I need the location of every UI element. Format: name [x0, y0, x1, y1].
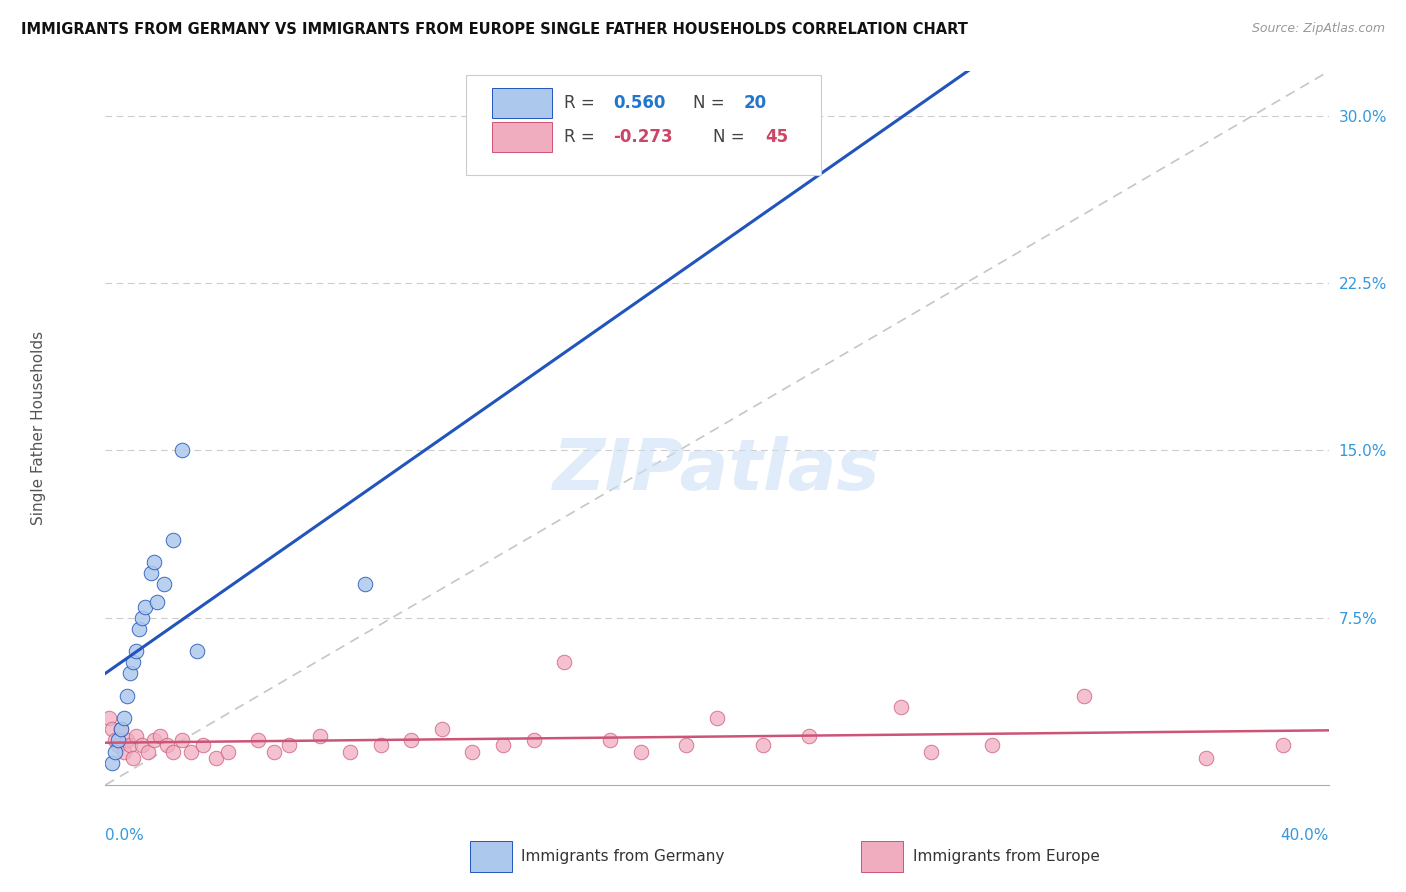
Point	[125, 644, 148, 658]
Text: IMMIGRANTS FROM GERMANY VS IMMIGRANTS FROM EUROPE SINGLE FATHER HOUSEHOLDS CORRE: IMMIGRANTS FROM GERMANY VS IMMIGRANTS FR…	[21, 22, 967, 37]
Point	[1073, 689, 1095, 703]
Point	[110, 723, 132, 737]
Point	[141, 566, 163, 581]
Point	[97, 711, 120, 725]
Point	[104, 744, 127, 758]
Point	[134, 599, 156, 614]
Point	[370, 738, 392, 752]
Text: 0.0%: 0.0%	[105, 828, 145, 843]
Point	[193, 738, 215, 752]
Point	[131, 611, 153, 625]
Point	[889, 699, 911, 714]
Point	[217, 744, 239, 758]
Point	[430, 723, 453, 737]
Point	[263, 744, 285, 758]
Point	[523, 733, 546, 747]
Text: Source: ZipAtlas.com: Source: ZipAtlas.com	[1251, 22, 1385, 36]
Text: ZIPatlas: ZIPatlas	[554, 436, 880, 506]
Point	[461, 744, 484, 758]
Point	[131, 738, 153, 752]
Point	[630, 744, 652, 758]
Point	[277, 738, 299, 752]
Point	[339, 744, 361, 758]
Point	[752, 738, 775, 752]
Point	[118, 738, 141, 752]
Point	[1195, 751, 1218, 765]
Point	[128, 622, 150, 636]
Point	[247, 733, 270, 747]
Point	[186, 644, 208, 658]
Text: Immigrants from Europe: Immigrants from Europe	[912, 849, 1099, 863]
FancyBboxPatch shape	[492, 88, 553, 119]
Point	[112, 711, 135, 725]
Point	[143, 733, 166, 747]
Point	[149, 729, 172, 743]
Point	[553, 655, 575, 669]
Point	[112, 744, 135, 758]
Point	[162, 744, 184, 758]
Text: 45: 45	[765, 128, 787, 146]
Point	[1271, 738, 1294, 752]
Point	[115, 689, 138, 703]
Point	[706, 711, 728, 725]
FancyBboxPatch shape	[467, 75, 821, 175]
Text: 20: 20	[744, 95, 768, 112]
Text: N =: N =	[713, 128, 751, 146]
Point	[797, 729, 820, 743]
Point	[122, 655, 145, 669]
Point	[143, 555, 166, 569]
Text: 0.560: 0.560	[613, 95, 665, 112]
Point	[146, 595, 169, 609]
FancyBboxPatch shape	[492, 122, 553, 152]
Text: R =: R =	[564, 128, 600, 146]
Point	[104, 733, 127, 747]
Text: Immigrants from Germany: Immigrants from Germany	[522, 849, 724, 863]
Point	[115, 733, 138, 747]
FancyBboxPatch shape	[470, 840, 512, 872]
Point	[180, 744, 202, 758]
Point	[122, 751, 145, 765]
Point	[118, 666, 141, 681]
Point	[107, 738, 129, 752]
Point	[920, 744, 942, 758]
Point	[981, 738, 1004, 752]
Point	[100, 756, 122, 770]
Point	[354, 577, 377, 591]
Text: R =: R =	[564, 95, 600, 112]
Point	[204, 751, 226, 765]
Point	[162, 533, 184, 547]
Point	[492, 738, 515, 752]
Point	[170, 443, 193, 458]
Point	[107, 733, 129, 747]
Point	[155, 738, 177, 752]
Point	[136, 744, 159, 758]
Point	[170, 733, 193, 747]
Text: -0.273: -0.273	[613, 128, 672, 146]
Point	[125, 729, 148, 743]
Text: 40.0%: 40.0%	[1281, 828, 1329, 843]
Text: N =: N =	[693, 95, 730, 112]
Point	[675, 738, 697, 752]
Point	[100, 723, 122, 737]
Point	[152, 577, 174, 591]
Point	[599, 733, 621, 747]
FancyBboxPatch shape	[862, 840, 903, 872]
Point	[399, 733, 422, 747]
Point	[110, 723, 132, 737]
Text: Single Father Households: Single Father Households	[31, 331, 45, 525]
Point	[308, 729, 330, 743]
